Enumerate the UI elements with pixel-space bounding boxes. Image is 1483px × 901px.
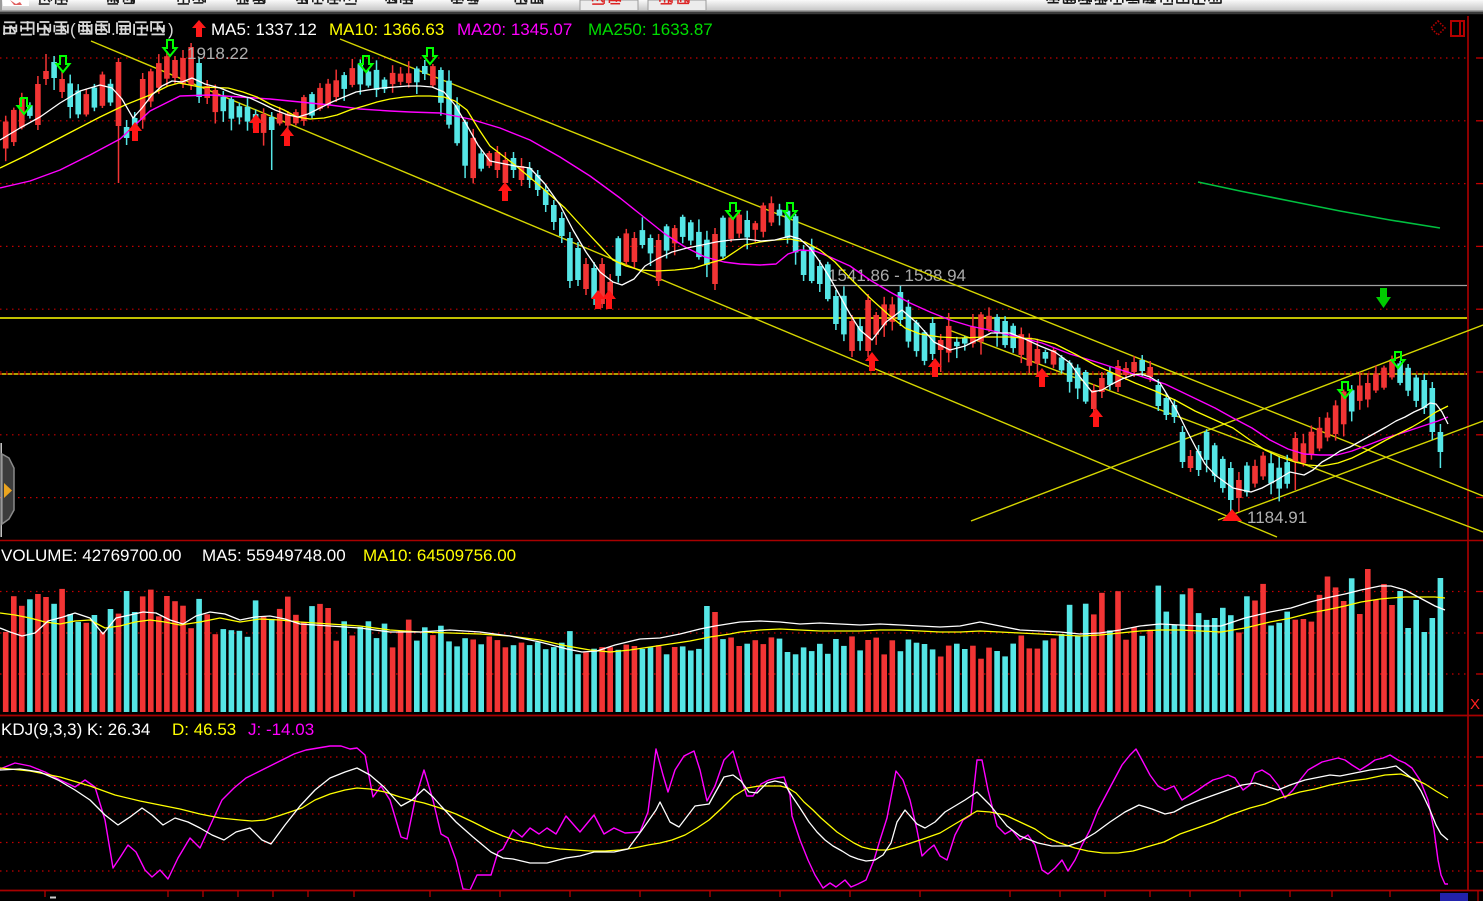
svg-text:MA20: 1345.07: MA20: 1345.07 [457, 20, 572, 39]
svg-text:VOLUME: 42769700.00: VOLUME: 42769700.00 [1, 546, 182, 565]
svg-text:KDJ(9,3,3) K: 26.34: KDJ(9,3,3) K: 26.34 [1, 720, 150, 739]
svg-text:1918.22: 1918.22 [187, 44, 248, 63]
svg-text:MA10: 64509756.00: MA10: 64509756.00 [363, 546, 516, 565]
svg-text:(: ( [70, 20, 76, 39]
svg-text:2013: 2013 [2, 898, 35, 901]
svg-text:J: -14.03: J: -14.03 [248, 720, 314, 739]
svg-text:): ) [168, 20, 174, 39]
svg-text:.: . [111, 20, 116, 39]
svg-text:D: 46.53: D: 46.53 [172, 720, 236, 739]
svg-text:MA5: 55949748.00: MA5: 55949748.00 [202, 546, 346, 565]
svg-text:1184.91: 1184.91 [1247, 508, 1307, 527]
svg-text:1541.86 - 1538.94: 1541.86 - 1538.94 [828, 266, 966, 285]
svg-text:MA250: 1633.87: MA250: 1633.87 [588, 20, 713, 39]
svg-text:MA5: 1337.12: MA5: 1337.12 [211, 20, 317, 39]
svg-text:X: X [1470, 696, 1480, 713]
svg-text:MA10: 1366.63: MA10: 1366.63 [329, 20, 444, 39]
